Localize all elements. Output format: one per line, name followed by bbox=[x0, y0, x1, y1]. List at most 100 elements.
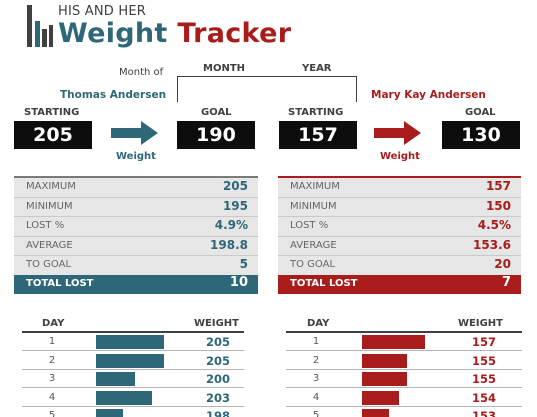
total-lost-value: 7 bbox=[501, 275, 511, 290]
his-weight-caption: Weight bbox=[116, 151, 156, 162]
log-weight-value[interactable]: 154 bbox=[471, 390, 496, 405]
log-weight-bar bbox=[96, 353, 164, 368]
log-day: 5 bbox=[48, 410, 56, 417]
stat-label: AVERAGE bbox=[26, 239, 73, 251]
log-weight-value[interactable]: 198 bbox=[205, 409, 230, 417]
title-weight: Weight bbox=[58, 18, 168, 49]
month-of-label: Month of bbox=[119, 67, 164, 78]
log-weight-bar bbox=[362, 390, 399, 405]
stat-label: AVERAGE bbox=[290, 239, 337, 251]
log-day: 2 bbox=[312, 354, 320, 366]
log-row: 4 154 bbox=[286, 389, 522, 407]
log-day: 4 bbox=[312, 391, 320, 403]
stat-label: MAXIMUM bbox=[26, 181, 76, 192]
her-starting-label: STARTING bbox=[288, 107, 344, 118]
stat-row-average: AVERAGE 198.8 bbox=[14, 237, 258, 256]
stat-row-maximum: MAXIMUM 157 bbox=[278, 178, 521, 198]
log-weight-value[interactable]: 203 bbox=[205, 390, 230, 405]
log-weight-value[interactable]: 153 bbox=[471, 409, 496, 417]
her-weight-caption: Weight bbox=[380, 151, 420, 162]
stat-value: 20 bbox=[494, 257, 511, 271]
stat-label: TO GOAL bbox=[290, 259, 336, 270]
stat-row-average: AVERAGE 153.6 bbox=[278, 237, 521, 256]
her-starting-value[interactable]: 157 bbox=[279, 121, 357, 149]
stat-value: 205 bbox=[222, 179, 248, 193]
year-label[interactable]: YEAR bbox=[302, 63, 332, 74]
log-weight-value[interactable]: 205 bbox=[205, 335, 230, 349]
her-log-header-rule bbox=[286, 331, 522, 333]
app-title: Weight Tracker bbox=[58, 18, 291, 49]
his-name: Thomas Andersen bbox=[60, 89, 167, 101]
log-weight-bar bbox=[96, 409, 123, 417]
log-day: 3 bbox=[312, 373, 320, 384]
log-weight-bar bbox=[362, 335, 425, 349]
log-day: 5 bbox=[312, 410, 320, 417]
his-goal-value[interactable]: 190 bbox=[177, 121, 255, 149]
his-goal-label: GOAL bbox=[201, 107, 232, 118]
her-log-day-header: DAY bbox=[307, 318, 330, 329]
log-weight-bar bbox=[362, 353, 407, 368]
stat-value: 4.5% bbox=[477, 218, 511, 232]
his-starting-value[interactable]: 205 bbox=[14, 121, 92, 149]
his-stats-panel: MAXIMUM 205 MINIMUM 195 LOST % 4.9% AVER… bbox=[14, 176, 258, 275]
log-day: 1 bbox=[312, 336, 320, 347]
total-lost-label: TOTAL LOST bbox=[290, 278, 358, 289]
month-label[interactable]: MONTH bbox=[203, 63, 246, 74]
stat-value: 153.6 bbox=[473, 237, 511, 252]
stat-value: 150 bbox=[485, 198, 511, 213]
stat-label: TO GOAL bbox=[26, 259, 72, 270]
log-day: 1 bbox=[48, 336, 56, 347]
log-weight-value[interactable]: 155 bbox=[471, 372, 496, 386]
title-tracker: Tracker bbox=[177, 18, 292, 49]
her-log-weight-header: WEIGHT bbox=[458, 318, 503, 329]
his-log-header-rule bbox=[22, 331, 244, 333]
log-row: 5 153 bbox=[286, 407, 522, 417]
log-row: 2 155 bbox=[286, 352, 522, 370]
her-goal-label: GOAL bbox=[465, 107, 496, 118]
log-row: 1 157 bbox=[286, 333, 522, 351]
his-arrow-icon bbox=[111, 121, 158, 145]
stat-row-to-goal: TO GOAL 20 bbox=[278, 256, 521, 276]
her-total-lost-row: TOTAL LOST 7 bbox=[278, 275, 521, 294]
stat-row-minimum: MINIMUM 150 bbox=[278, 198, 521, 217]
her-goal-value[interactable]: 130 bbox=[442, 121, 520, 149]
log-day: 3 bbox=[48, 373, 56, 384]
log-weight-value[interactable]: 155 bbox=[471, 353, 496, 368]
app-subtitle: HIS AND HER bbox=[58, 4, 146, 19]
log-row: 3 155 bbox=[286, 370, 522, 388]
log-row: 4 203 bbox=[22, 389, 244, 407]
log-weight-value[interactable]: 200 bbox=[205, 372, 230, 386]
stat-value: 4.9% bbox=[214, 218, 248, 232]
log-day: 4 bbox=[48, 391, 56, 403]
stat-value: 157 bbox=[485, 179, 511, 193]
her-log: 1 157 2 155 3 155 4 154 5 153 bbox=[286, 333, 522, 417]
stat-row-lost-percent: LOST % 4.9% bbox=[14, 217, 258, 237]
stat-value: 195 bbox=[222, 198, 248, 213]
his-log-weight-header: WEIGHT bbox=[194, 318, 239, 329]
log-row: 1 205 bbox=[22, 333, 244, 351]
stat-label: MINIMUM bbox=[26, 200, 73, 212]
her-arrow-icon bbox=[374, 121, 421, 145]
total-lost-label: TOTAL LOST bbox=[26, 278, 94, 289]
log-weight-bar bbox=[96, 390, 152, 405]
log-weight-value[interactable]: 205 bbox=[205, 353, 230, 368]
stat-label: MINIMUM bbox=[290, 200, 337, 212]
stat-label: LOST % bbox=[290, 220, 329, 231]
logo-icon bbox=[27, 5, 53, 47]
his-total-lost-row: TOTAL LOST 10 bbox=[14, 275, 258, 294]
his-starting-label: STARTING bbox=[24, 107, 80, 118]
his-log-day-header: DAY bbox=[42, 318, 65, 329]
total-lost-value: 10 bbox=[229, 275, 248, 290]
stat-row-lost-percent: LOST % 4.5% bbox=[278, 217, 521, 237]
stat-value: 5 bbox=[239, 257, 248, 271]
log-weight-value[interactable]: 157 bbox=[471, 335, 496, 349]
her-name: Mary Kay Andersen bbox=[371, 89, 486, 101]
log-weight-bar bbox=[96, 372, 135, 386]
log-row: 2 205 bbox=[22, 352, 244, 370]
stat-label: LOST % bbox=[26, 220, 65, 231]
period-bracket bbox=[177, 76, 357, 102]
stat-label: MAXIMUM bbox=[290, 181, 340, 192]
stat-value: 198.8 bbox=[210, 237, 248, 252]
her-stats-panel: MAXIMUM 157 MINIMUM 150 LOST % 4.5% AVER… bbox=[278, 176, 521, 275]
log-row: 5 198 bbox=[22, 407, 244, 417]
